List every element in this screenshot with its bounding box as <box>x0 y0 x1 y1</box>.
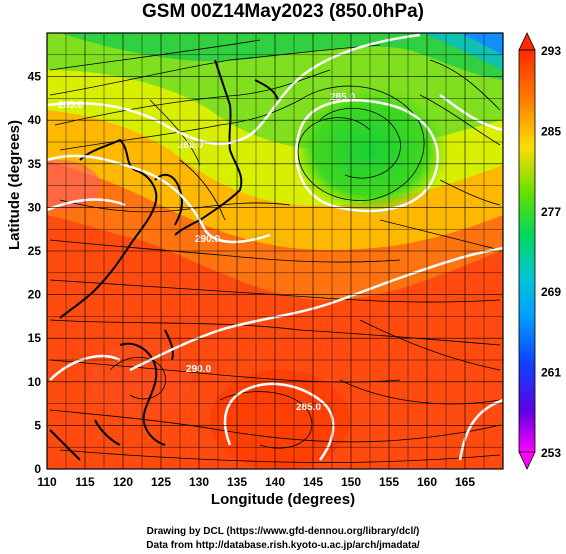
contour-label: 285.0 <box>58 100 83 111</box>
x-axis-label: Longitude (degrees) <box>210 491 356 508</box>
y-tick-label: 5 <box>34 418 41 432</box>
x-tick-label: 125 <box>151 475 171 489</box>
contour-label: 285.0 <box>330 92 355 103</box>
y-tick-label: 45 <box>28 70 42 84</box>
contour-label: 280.0 <box>178 140 203 151</box>
x-tick-labels: 110 115 120 125 130 135 140 145 150 155 160 165 <box>37 475 475 489</box>
y-tick-label: 20 <box>28 288 42 302</box>
x-tick-label: 150 <box>341 475 361 489</box>
x-tick-label: 135 <box>227 475 247 489</box>
lat-lon-grid <box>47 33 503 469</box>
colorbar-tick-label: 285 <box>541 124 561 138</box>
y-tick-label: 10 <box>28 375 42 389</box>
colorbar-tick-label: 269 <box>541 285 561 299</box>
y-axis-label: Latitude (degrees) <box>6 119 23 250</box>
x-tick-label: 155 <box>379 475 399 489</box>
plot-frame <box>46 32 504 470</box>
colorbar-tick-label: 293 <box>541 44 561 58</box>
colorbar-bar <box>518 49 536 453</box>
x-tick-label: 130 <box>189 475 209 489</box>
x-tick-label: 115 <box>75 475 95 489</box>
y-tick-label: 40 <box>28 113 42 127</box>
x-tick-label: 120 <box>113 475 133 489</box>
credit-data: Data from http://database.rish.kyoto-u.a… <box>146 540 420 551</box>
y-tick-label: 30 <box>28 200 42 214</box>
colorbar-tick-label: 253 <box>541 446 561 460</box>
colorbar-tick-label: 261 <box>541 366 561 380</box>
x-tick-label: 140 <box>265 475 285 489</box>
y-tick-label: 15 <box>28 331 42 345</box>
colorbar: 293 285 277 269 261 253 <box>518 32 561 470</box>
colorbar-tick-label: 277 <box>541 205 561 219</box>
credit-drawing: Drawing by DCL (https://www.gfd-dennou.o… <box>146 526 420 537</box>
y-tick-label: 25 <box>28 244 42 258</box>
colorbar-top-arrow <box>518 32 536 51</box>
contour-label: 290.0 <box>195 234 220 245</box>
x-tick-label: 110 <box>37 475 57 489</box>
chart-title: GSM 00Z14May2023 (850.0hPa) <box>142 1 424 22</box>
x-tick-label: 165 <box>455 475 475 489</box>
y-tick-label: 0 <box>34 462 41 476</box>
y-tick-label: 35 <box>28 157 42 171</box>
colorbar-bottom-arrow <box>518 451 536 470</box>
x-tick-label: 145 <box>303 475 323 489</box>
contour-label: 285.0 <box>296 402 321 413</box>
x-tick-label: 160 <box>417 475 437 489</box>
coastlines <box>49 59 279 461</box>
y-tick-labels: 0 5 10 15 20 25 30 35 40 45 <box>28 70 42 476</box>
